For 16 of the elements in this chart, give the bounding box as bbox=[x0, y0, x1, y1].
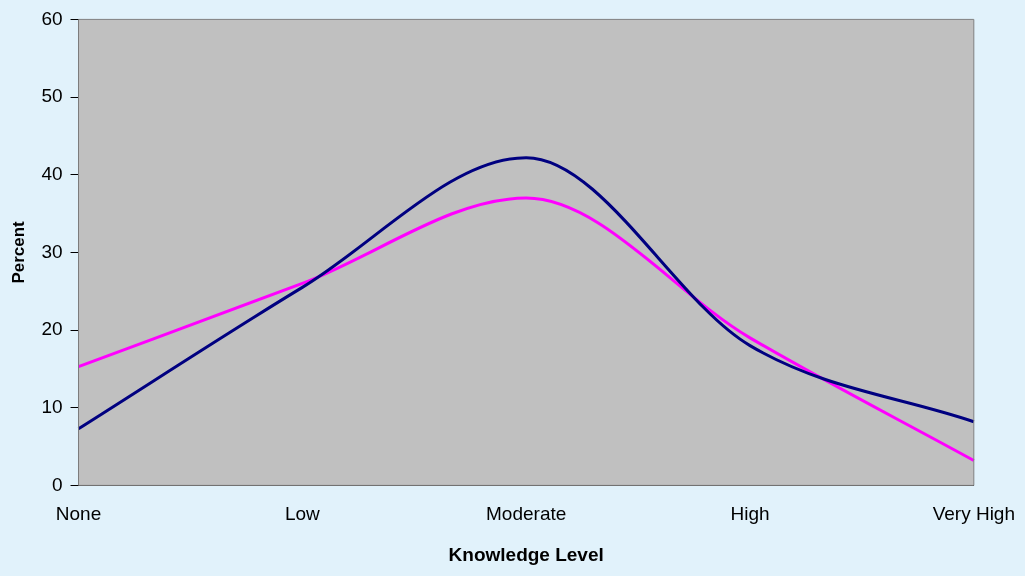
y-tick-label: 40 bbox=[41, 162, 63, 184]
y-tick-label: 10 bbox=[41, 395, 63, 417]
x-axis-title: Knowledge Level bbox=[448, 543, 604, 565]
y-tick-label: 50 bbox=[41, 85, 63, 107]
x-tick-label: Moderate bbox=[486, 503, 567, 525]
line-series bbox=[77, 196, 976, 463]
x-tick-label: High bbox=[730, 503, 770, 525]
x-tick-label: Low bbox=[284, 503, 321, 525]
y-tick-label: 0 bbox=[51, 473, 63, 495]
y-axis-title: Percent bbox=[8, 220, 28, 284]
y-tick-label: 60 bbox=[41, 7, 63, 29]
x-tick-label: Very High bbox=[932, 503, 1015, 525]
y-tick-label: 20 bbox=[41, 318, 63, 340]
line-series bbox=[77, 156, 976, 431]
x-tick-label: None bbox=[55, 503, 102, 525]
y-tick-label: 30 bbox=[41, 240, 63, 262]
